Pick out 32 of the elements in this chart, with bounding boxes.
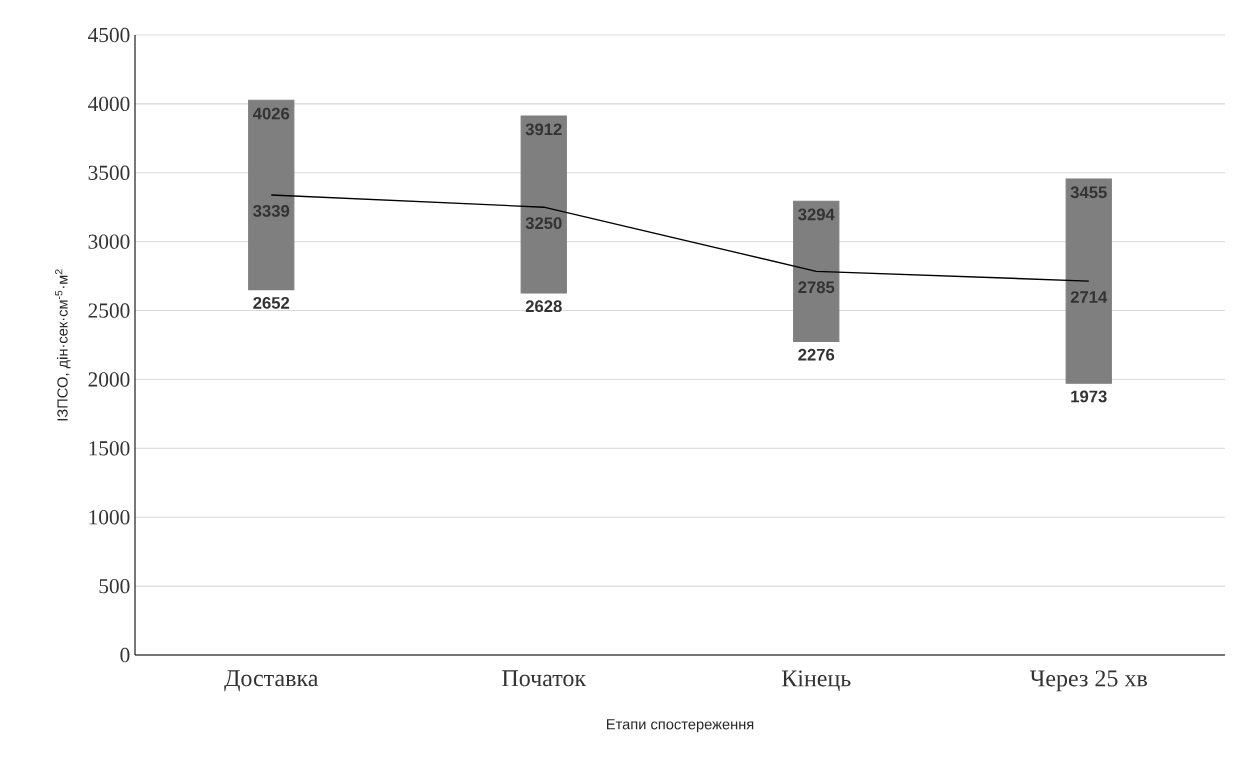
x-axis-title: Етапи спостереження <box>607 719 754 733</box>
annotation: 2276 <box>798 348 835 361</box>
x-tick-label: Початок <box>502 670 587 687</box>
y-tick-label: 4500 <box>88 27 130 43</box>
y-tick-label: 2000 <box>88 372 130 387</box>
y-tick-label: 500 <box>99 578 130 594</box>
y-tick-label: 1500 <box>89 441 130 456</box>
y-tick-label: 2500 <box>88 303 130 318</box>
y-tick-label: 4000 <box>88 96 130 112</box>
bar <box>248 99 295 291</box>
y-axis-title: ІЗПСО, дін·сек·см$^{-5}$·м$^{2}$ <box>55 269 71 421</box>
bar <box>1065 178 1112 384</box>
x-tick-label: Кінець <box>781 670 851 691</box>
y-tick-label: 1000 <box>89 510 130 525</box>
annotation: 3294 <box>798 208 835 221</box>
x-tick-label: Через 25 хв <box>1030 670 1147 692</box>
x-tick-label: Доставка <box>224 670 319 692</box>
y-tick-label: 0 <box>120 647 130 663</box>
annotation: 2628 <box>525 300 562 313</box>
data-label: 2714 <box>1070 291 1108 303</box>
data-label: 3339 <box>253 205 290 217</box>
bar <box>520 115 567 294</box>
annotation: 4026 <box>252 107 290 120</box>
annotation: 2652 <box>253 297 290 309</box>
y-tick-label: 3000 <box>88 234 130 249</box>
annotation: 3455 <box>1070 186 1107 199</box>
data-label: 2785 <box>798 281 835 294</box>
data-label: 3250 <box>525 217 562 230</box>
bar <box>793 200 840 342</box>
annotation: 1973 <box>1071 390 1107 403</box>
annotation: 3912 <box>525 123 562 136</box>
y-tick-label: 3500 <box>88 165 130 180</box>
